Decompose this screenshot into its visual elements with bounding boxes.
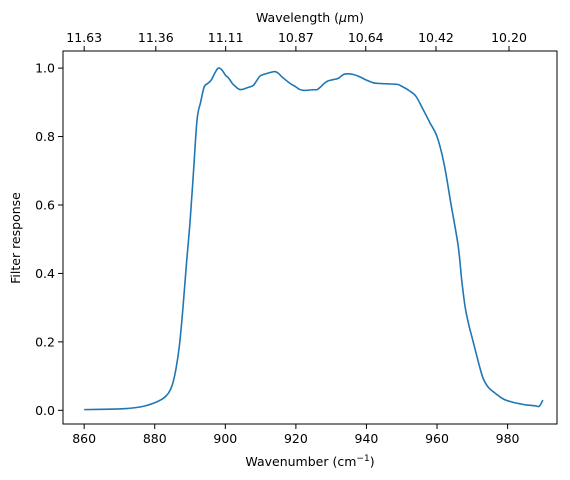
y-tick-label: 0.6 — [35, 197, 55, 212]
x-tick-label: 860 — [72, 431, 96, 446]
y-tick-label: 0.0 — [35, 403, 55, 418]
top-x-tick-label: 11.36 — [138, 30, 174, 45]
x-tick-label: 960 — [425, 431, 449, 446]
top-x-tick-label: 11.11 — [208, 30, 244, 45]
x-tick-label: 920 — [284, 431, 308, 446]
top-x-tick-label: 10.64 — [348, 30, 384, 45]
top-x-tick-label: 10.87 — [278, 30, 314, 45]
y-tick-label: 1.0 — [35, 61, 55, 76]
x-axis-label: Wavenumber (cm−1) — [245, 454, 374, 469]
top-x-axis: 11.63 11.36 11.11 10.87 10.64 10.42 10.20 — [66, 30, 527, 51]
y-tick-label: 0.8 — [35, 129, 55, 144]
x-tick-label: 980 — [496, 431, 520, 446]
y-axis-label: Filter response — [8, 192, 23, 284]
bottom-x-axis: 860 880 900 920 940 960 980 — [72, 424, 520, 446]
x-tick-label: 880 — [143, 431, 167, 446]
y-tick-label: 0.4 — [35, 266, 55, 281]
y-tick-label: 0.2 — [35, 334, 55, 349]
x-tick-label: 940 — [355, 431, 379, 446]
top-x-tick-label: 10.42 — [418, 30, 454, 45]
top-x-tick-label: 11.63 — [66, 30, 102, 45]
plot-frame — [62, 50, 558, 425]
top-x-tick-label: 10.20 — [491, 30, 527, 45]
x-axis-label-exponent: −1 — [356, 454, 369, 464]
x-tick-label: 900 — [213, 431, 237, 446]
y-axis: 0.0 0.2 0.4 0.6 0.8 1.0 — [35, 61, 63, 418]
top-x-axis-label: Wavelength (μm) — [256, 10, 364, 25]
series-line-filter-response — [84, 67, 544, 411]
